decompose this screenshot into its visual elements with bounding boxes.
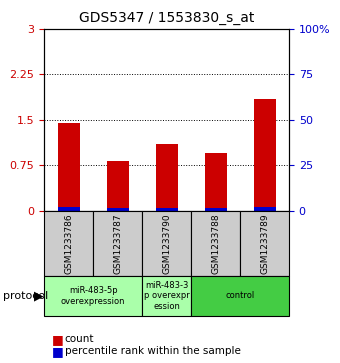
Bar xyxy=(58,207,80,211)
Bar xyxy=(156,208,177,211)
Text: miR-483-5p
overexpression: miR-483-5p overexpression xyxy=(61,286,125,306)
Bar xyxy=(205,208,226,211)
Bar xyxy=(205,153,226,211)
Bar xyxy=(58,123,80,211)
Bar xyxy=(142,211,191,276)
Text: ■: ■ xyxy=(52,345,64,358)
Text: protocol: protocol xyxy=(3,291,49,301)
Text: GSM1233790: GSM1233790 xyxy=(162,213,171,274)
Bar xyxy=(191,211,240,276)
Text: GSM1233787: GSM1233787 xyxy=(113,213,122,274)
Text: control: control xyxy=(225,291,255,300)
Bar xyxy=(156,144,177,211)
Bar xyxy=(191,276,289,316)
Bar xyxy=(44,276,142,316)
Bar xyxy=(44,211,93,276)
Text: GSM1233786: GSM1233786 xyxy=(64,213,73,274)
Text: ■: ■ xyxy=(52,333,64,346)
Text: percentile rank within the sample: percentile rank within the sample xyxy=(65,346,240,356)
Bar xyxy=(254,99,275,211)
Text: GSM1233788: GSM1233788 xyxy=(211,213,220,274)
Bar xyxy=(254,207,275,211)
Bar xyxy=(107,161,129,211)
Bar xyxy=(240,211,289,276)
Title: GDS5347 / 1553830_s_at: GDS5347 / 1553830_s_at xyxy=(79,11,254,25)
Bar xyxy=(142,276,191,316)
Text: ▶: ▶ xyxy=(34,289,44,302)
Text: miR-483-3
p overexpr
ession: miR-483-3 p overexpr ession xyxy=(144,281,189,311)
Text: count: count xyxy=(65,334,94,344)
Bar xyxy=(93,211,142,276)
Text: GSM1233789: GSM1233789 xyxy=(260,213,269,274)
Bar xyxy=(107,208,129,211)
